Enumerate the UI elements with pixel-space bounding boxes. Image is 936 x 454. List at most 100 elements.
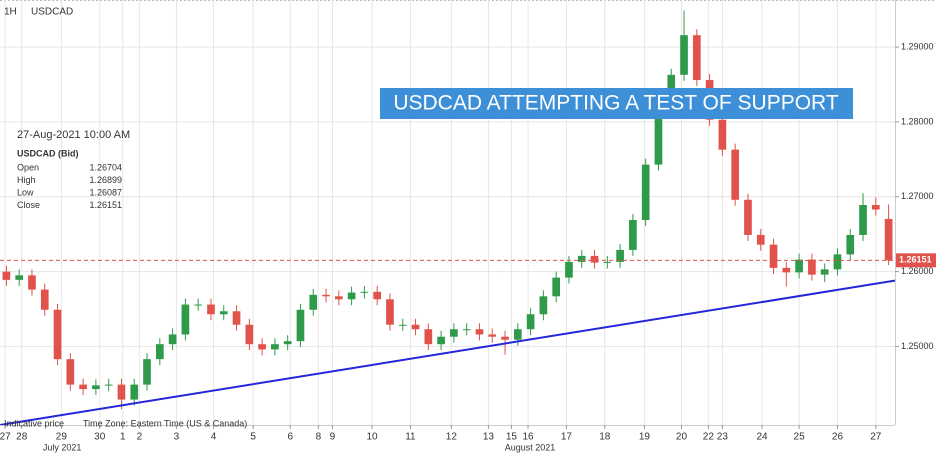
info-value: 1.26151 bbox=[89, 200, 122, 210]
x-tick-label: 12 bbox=[446, 432, 458, 443]
x-tick-label: 16 bbox=[522, 432, 534, 443]
candles bbox=[0, 10, 896, 426]
x-tick-label: 10 bbox=[367, 432, 379, 443]
candle-body bbox=[437, 336, 445, 345]
candle-body bbox=[411, 324, 420, 330]
x-tick-label: 22 bbox=[703, 432, 715, 443]
candle-body bbox=[590, 255, 599, 263]
candle-body bbox=[462, 329, 471, 331]
x-tick-label: 6 bbox=[287, 432, 293, 443]
candle-body bbox=[245, 324, 254, 345]
candle-body bbox=[526, 314, 535, 330]
candle-body bbox=[692, 35, 701, 81]
y-tick-label: 1.28000 bbox=[901, 116, 934, 126]
x-tick-label: 23 bbox=[717, 432, 729, 443]
x-tick-label: 2 bbox=[137, 432, 143, 443]
candle-body bbox=[92, 385, 100, 390]
candle-body bbox=[718, 119, 727, 150]
candle-body bbox=[450, 329, 458, 337]
candle-body bbox=[207, 304, 215, 315]
y-tick-label: 1.26000 bbox=[901, 266, 934, 276]
candle-body bbox=[769, 244, 778, 268]
candle-body bbox=[168, 334, 177, 345]
info-value: 1.26899 bbox=[89, 175, 122, 185]
candle-body bbox=[513, 329, 522, 340]
x-tick-label: 27 bbox=[0, 432, 11, 443]
candle-body bbox=[181, 304, 190, 335]
candle-body bbox=[846, 234, 855, 255]
x-tick-label: 27 bbox=[870, 432, 882, 443]
candle-body bbox=[833, 254, 842, 270]
y-tick-label: 1.27000 bbox=[901, 191, 934, 201]
candle-body bbox=[309, 294, 318, 310]
month-label: July 2021 bbox=[43, 442, 82, 452]
candle-body bbox=[871, 205, 880, 210]
y-tick-label: 1.25000 bbox=[901, 341, 934, 351]
info-datetime: 27-Aug-2021 10:00 AM bbox=[17, 129, 130, 141]
candle-body bbox=[795, 259, 803, 273]
candle-body bbox=[334, 296, 343, 300]
candle-body bbox=[296, 309, 305, 342]
x-tick-label: 19 bbox=[639, 432, 651, 443]
candle-body bbox=[66, 359, 75, 385]
candle-body bbox=[475, 329, 484, 335]
footer: Time Zone: Eastern Time (US & Canada) bbox=[83, 418, 247, 428]
candle-body bbox=[577, 255, 586, 262]
candle-body bbox=[603, 261, 612, 263]
x-tick-label: 8 bbox=[316, 432, 322, 443]
candle-body bbox=[40, 289, 49, 310]
footer: Indicative price bbox=[4, 418, 64, 428]
candle-body bbox=[616, 249, 624, 262]
candle-body bbox=[283, 341, 292, 345]
candle-body bbox=[680, 35, 688, 75]
x-tick-label: 5 bbox=[250, 432, 256, 443]
x-tick-label: 18 bbox=[599, 432, 611, 443]
candle-body bbox=[143, 359, 151, 385]
candle-body bbox=[53, 309, 62, 360]
candle-body bbox=[552, 277, 561, 297]
candle-body bbox=[565, 261, 573, 278]
title-banner bbox=[380, 88, 853, 119]
x-tick-label: 25 bbox=[794, 432, 806, 443]
candle-body bbox=[360, 291, 369, 293]
x-tick-label: 30 bbox=[94, 432, 106, 443]
candle-body bbox=[820, 269, 829, 275]
candle-body bbox=[744, 199, 752, 235]
candle-body bbox=[271, 344, 279, 350]
candle-body bbox=[219, 311, 228, 315]
info-value: 1.26704 bbox=[89, 162, 122, 172]
candle-body bbox=[539, 296, 548, 315]
x-tick-label: 28 bbox=[16, 432, 28, 443]
x-tick-label: 29 bbox=[56, 432, 68, 443]
x-tick-label: 24 bbox=[756, 432, 768, 443]
candle-body bbox=[782, 267, 791, 273]
candle-body bbox=[28, 275, 36, 290]
candle-body bbox=[373, 291, 382, 300]
info-label: Close bbox=[17, 200, 40, 210]
x-tick-label: 1 bbox=[120, 432, 126, 443]
info-instrument: USDCAD (Bid) bbox=[17, 148, 79, 158]
grid bbox=[0, 0, 895, 425]
candle-body bbox=[488, 334, 497, 337]
last-price-box bbox=[896, 253, 936, 268]
candle-body bbox=[641, 164, 650, 220]
candle-body bbox=[155, 344, 164, 360]
candle-body bbox=[756, 234, 765, 245]
candle-body bbox=[194, 304, 203, 306]
x-tick-label: 11 bbox=[405, 432, 416, 443]
candle-body bbox=[731, 149, 740, 200]
candle-body bbox=[424, 329, 433, 345]
info-value: 1.26087 bbox=[89, 187, 122, 197]
candle-body bbox=[398, 324, 407, 326]
candle-body bbox=[884, 218, 893, 261]
y-tick-label: 1.29000 bbox=[901, 42, 934, 52]
x-tick-label: 9 bbox=[330, 432, 336, 443]
month-label: August 2021 bbox=[505, 442, 556, 452]
candle-body bbox=[2, 271, 11, 280]
info-label: Open bbox=[17, 162, 39, 172]
candle-body bbox=[104, 384, 113, 386]
chart-title: USDCAD ATTEMPTING A TEST OF SUPPORT bbox=[393, 92, 839, 115]
symbol: USDCAD bbox=[31, 7, 73, 18]
candle-body bbox=[232, 311, 241, 325]
